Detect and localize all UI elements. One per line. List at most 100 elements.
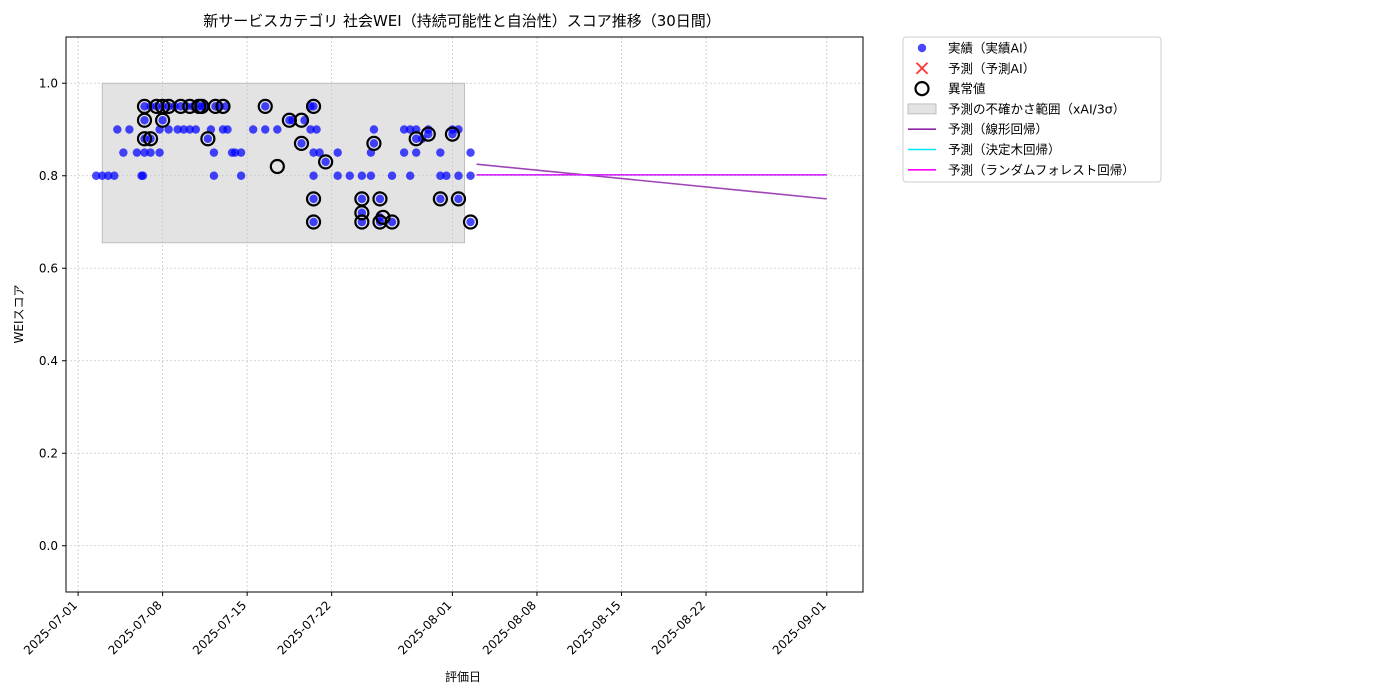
anomaly-ring: [215, 98, 231, 114]
y-tick-label: 0.8: [39, 169, 58, 183]
actual-point: [230, 148, 240, 157]
actual-point: [309, 148, 318, 157]
actual-point: [185, 125, 194, 134]
legend-frame: [902, 36, 1162, 183]
anomaly-ring: [305, 214, 322, 230]
actual-point: [125, 125, 134, 134]
anomaly-ring: [257, 98, 273, 114]
actual-point: [357, 194, 367, 204]
actual-point: [140, 102, 149, 111]
actual-point: [173, 125, 182, 134]
actual-point: [442, 171, 451, 180]
anomaly-ring: [366, 135, 382, 151]
actual-point: [466, 217, 475, 227]
plot-frame: [65, 36, 864, 593]
actual-point: [436, 171, 445, 180]
actual-point: [164, 125, 173, 134]
actual-point: [466, 148, 475, 157]
y-tick-label: 1.0: [39, 76, 58, 90]
actual-point: [140, 116, 149, 125]
anomaly-ring: [375, 209, 391, 225]
y-axis: 0.0 0.2 0.4 0.6 0.8 1.0: [39, 76, 66, 553]
actual-point: [454, 125, 463, 134]
legend-label: 予測（予測AI）: [948, 61, 1035, 76]
actual-point: [345, 171, 354, 180]
y-tick-label: 0.2: [39, 446, 58, 460]
actual-point: [132, 148, 142, 157]
anomaly-ring: [173, 98, 189, 114]
legend-label: 予測（線形回帰）: [948, 122, 1048, 137]
actual-point: [306, 125, 315, 134]
actual-point: [273, 125, 282, 134]
actual-point: [248, 125, 258, 134]
forecast-line: [476, 163, 827, 200]
y-tick-label: 0.0: [39, 539, 58, 553]
actual-point: [399, 125, 409, 134]
anomaly-ring: [207, 98, 224, 114]
y-tick-label: 0.6: [39, 261, 58, 275]
anomaly-ring: [354, 205, 370, 221]
actual-point: [158, 116, 167, 125]
actual-point: [405, 171, 415, 180]
actual-point: [309, 217, 318, 227]
actual-point: [454, 194, 463, 204]
actual-point: [119, 148, 128, 157]
legend-box-marker: [907, 103, 937, 115]
actual-point: [155, 148, 164, 157]
anomaly-ring: [269, 158, 285, 175]
actual-point: [315, 148, 324, 157]
actual-point: [436, 148, 445, 157]
actual-point: [375, 194, 385, 204]
y-axis-title: WEIスコア: [12, 285, 26, 344]
anomaly-ring: [305, 191, 322, 207]
actual-point: [91, 171, 101, 180]
y-tick-label: 0.4: [39, 354, 58, 368]
legend-dot-marker: [917, 43, 927, 53]
actual-point: [436, 194, 445, 204]
actual-point: [209, 171, 219, 180]
actual-point: [333, 148, 342, 157]
actual-point: [236, 148, 246, 157]
forecast-lines-layer: [476, 163, 827, 200]
anomaly-ring: [293, 112, 310, 128]
actual-point: [411, 134, 421, 143]
actual-point: [405, 125, 415, 134]
actual-point: [321, 157, 330, 167]
actual-point: [113, 125, 122, 134]
anomaly-ring: [305, 98, 322, 114]
anomaly-ring: [462, 214, 479, 230]
anomaly-ring: [293, 135, 310, 151]
actual-point: [366, 171, 376, 180]
actual-point: [309, 171, 318, 180]
legend-label: 予測（ランダムフォレスト回帰）: [948, 162, 1135, 177]
anomaly-ring: [354, 214, 370, 230]
legend-label: 実績（実績AI）: [948, 41, 1035, 56]
anomaly-ring: [432, 191, 448, 207]
actual-point: [357, 171, 367, 180]
anomaly-ring: [450, 191, 467, 207]
actual-point: [387, 171, 397, 180]
legend-label: 予測（決定木回帰）: [948, 142, 1061, 157]
actual-point: [297, 139, 306, 148]
legend-ring-marker: [914, 80, 930, 97]
anomaly-ring: [142, 131, 159, 147]
x-axis-title: 評価日: [445, 669, 481, 684]
actual-point: [179, 125, 188, 134]
legend-x-marker: [915, 62, 929, 75]
actual-point: [110, 171, 119, 180]
actual-point: [309, 194, 318, 204]
actual-point: [261, 125, 270, 134]
actual-point: [223, 125, 232, 134]
actual-point: [333, 171, 342, 180]
actual-point: [261, 102, 270, 111]
legend-label: 異常値: [948, 81, 986, 96]
actual-point: [209, 148, 219, 157]
chart-title: 新サービスカテゴリ 社会WEI（持続可能性と自治性）スコア推移（30日間）: [203, 12, 721, 30]
actual-point: [466, 171, 475, 180]
actual-point: [369, 139, 379, 148]
anomaly-ring: [200, 131, 216, 147]
anomaly-ring: [420, 126, 436, 142]
anomaly-ring: [444, 126, 461, 142]
actual-point: [411, 148, 421, 157]
